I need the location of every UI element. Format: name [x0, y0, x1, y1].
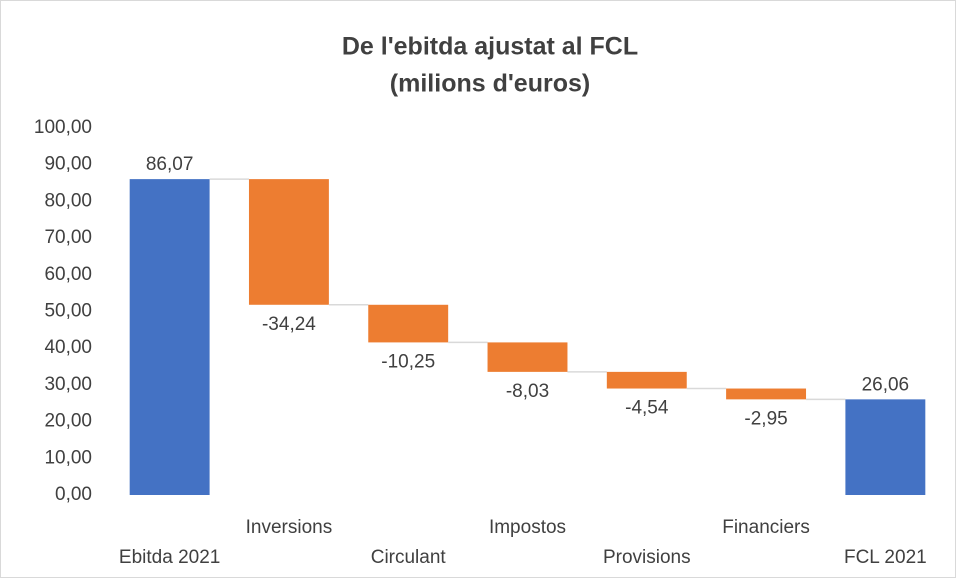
- bar: [487, 342, 568, 372]
- y-tick-label: 20,00: [44, 411, 92, 432]
- y-tick-label: 60,00: [44, 264, 92, 285]
- y-tick-label: 70,00: [44, 227, 92, 248]
- value-label: 26,06: [862, 374, 910, 395]
- x-tick-label: Circulant: [371, 547, 447, 568]
- y-tick-label: 80,00: [44, 190, 92, 211]
- bar: [368, 304, 449, 343]
- y-tick-label: 0,00: [55, 484, 92, 505]
- y-tick-label: 50,00: [44, 301, 92, 322]
- chart-title: (milions d'euros): [390, 70, 590, 98]
- value-label: -2,95: [744, 408, 787, 429]
- value-label: -34,24: [262, 314, 316, 335]
- x-tick-label: Provisions: [603, 547, 691, 568]
- bar: [606, 371, 687, 389]
- bar: [129, 179, 210, 495]
- x-tick-label: Ebitda 2021: [119, 547, 220, 568]
- value-label: -4,54: [625, 398, 669, 419]
- y-tick-label: 40,00: [44, 337, 92, 358]
- value-label: -8,03: [506, 381, 549, 402]
- bar: [726, 388, 807, 400]
- y-tick-label: 30,00: [44, 374, 92, 395]
- chart-title: De l'ebitda ajustat al FCL: [342, 33, 638, 61]
- y-tick-label: 90,00: [44, 154, 92, 175]
- x-tick-label: Impostos: [489, 517, 566, 538]
- x-tick-label: Inversions: [246, 517, 333, 538]
- x-tick-label: FCL 2021: [844, 547, 927, 568]
- bar: [248, 179, 329, 305]
- value-label: -10,25: [381, 351, 435, 372]
- value-label: 86,07: [146, 154, 194, 175]
- y-tick-label: 10,00: [44, 447, 92, 468]
- x-tick-label: Financiers: [722, 517, 810, 538]
- bar: [845, 399, 926, 495]
- y-tick-label: 100,00: [34, 117, 92, 138]
